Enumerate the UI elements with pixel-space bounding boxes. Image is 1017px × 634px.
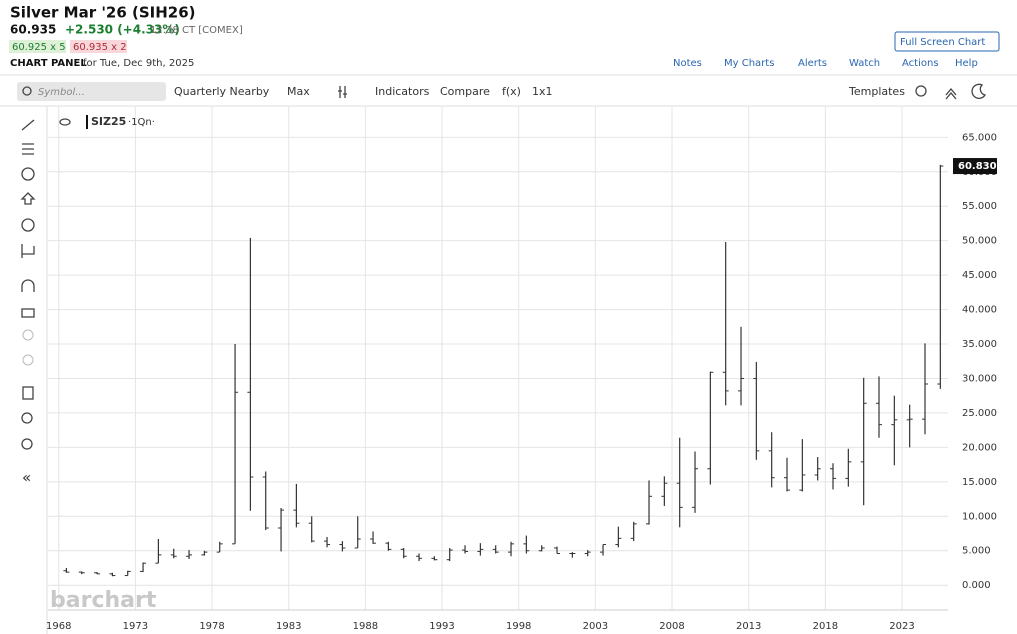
- legend-period: ·1Qn·: [128, 117, 155, 128]
- settings-icon[interactable]: [915, 85, 927, 97]
- panel-date: for Tue, Dec 9th, 2025: [83, 58, 194, 69]
- panel-label: CHART PANEL: [10, 58, 87, 69]
- y-tick-label: 30.000: [962, 373, 997, 384]
- header-link[interactable]: Alerts: [798, 58, 827, 69]
- x-tick-label: 1998: [506, 621, 531, 632]
- tool-shape[interactable]: [21, 167, 35, 181]
- templates[interactable]: Templates: [848, 85, 905, 98]
- y-tick-label: 65.000: [962, 132, 997, 143]
- header-link[interactable]: Watch: [849, 58, 880, 69]
- search-icon: [22, 86, 32, 96]
- tool-zoom-out[interactable]: [21, 438, 33, 450]
- toolbar-item[interactable]: 1x1: [532, 85, 553, 98]
- y-tick-label: 50.000: [962, 236, 997, 247]
- collapse-icon[interactable]: [945, 87, 957, 100]
- interval-icon[interactable]: [338, 86, 347, 98]
- x-tick-label: 2003: [583, 621, 608, 632]
- tool-undo[interactable]: [22, 329, 34, 341]
- watermark: barchart: [50, 588, 157, 613]
- drawing-tools: «: [20, 119, 36, 487]
- y-tick-label: 40.000: [962, 305, 997, 316]
- x-tick-label: 2008: [659, 621, 684, 632]
- y-tick-label: 15.000: [962, 477, 997, 488]
- chart: 0.000 5.000 10.000 15.000 20.000 25.000 30.000…: [46, 107, 997, 632]
- price: 60.935: [10, 23, 56, 37]
- legend-symbol: SIZ25: [91, 115, 126, 128]
- y-tick-label: 5.000: [962, 546, 991, 557]
- header-link[interactable]: Help: [955, 58, 978, 69]
- fullscreen-button[interactable]: [894, 31, 1000, 52]
- header-link[interactable]: Actions: [902, 58, 939, 69]
- y-tick-label: 10.000: [962, 511, 997, 522]
- last-price-box: [953, 158, 997, 175]
- x-tick-label: 1988: [353, 621, 378, 632]
- ask: 60.935 x 2: [73, 42, 127, 53]
- x-tick-label: 1968: [46, 621, 71, 632]
- y-tick-label: 35.000: [962, 339, 997, 350]
- toolbar-item[interactable]: Quarterly Nearby: [174, 85, 270, 98]
- tool-arrow[interactable]: [20, 192, 36, 205]
- visibility-icon[interactable]: [59, 118, 71, 126]
- x-tick-label: 2023: [889, 621, 914, 632]
- tool-magnet[interactable]: [21, 279, 35, 292]
- y-tick-label: 20.000: [962, 442, 997, 453]
- tool-note[interactable]: [21, 218, 35, 232]
- tool-line[interactable]: [21, 119, 35, 131]
- title: Silver Mar '26 (SIH26): [10, 4, 196, 22]
- header-link[interactable]: My Charts: [724, 58, 774, 69]
- change: +2.530 (+4.33%): [65, 23, 180, 37]
- tool-lock[interactable]: [21, 308, 35, 318]
- y-tick-label: 45.000: [962, 270, 997, 281]
- x-tick-label: 1983: [276, 621, 301, 632]
- last-price-label: 60.830: [958, 161, 997, 172]
- tool-delete[interactable]: [22, 386, 34, 400]
- theme-icon[interactable]: [971, 83, 987, 99]
- tool-fib[interactable]: [22, 143, 34, 155]
- tool-redo[interactable]: [22, 354, 34, 366]
- toolbar-item[interactable]: Compare: [440, 85, 490, 98]
- y-tick-label: 0.000: [962, 580, 991, 591]
- ask-bg: [70, 40, 127, 53]
- x-tick-label: 1993: [429, 621, 454, 632]
- header-link[interactable]: Notes: [673, 58, 702, 69]
- y-tick-label: 55.000: [962, 201, 997, 212]
- x-tick-label: 1978: [199, 621, 224, 632]
- toolbar-item[interactable]: Indicators: [375, 85, 430, 98]
- tool-zoom-in[interactable]: [21, 412, 33, 424]
- collapse-panel[interactable]: «: [22, 469, 31, 487]
- bid-bg: [9, 40, 66, 53]
- x-tick-label: 1973: [123, 621, 148, 632]
- time: 12:38 CT [COMEX]: [150, 25, 243, 36]
- toolbar-item[interactable]: f(x): [502, 85, 521, 98]
- y-tick-label: 25.000: [962, 408, 997, 419]
- x-tick-label: 2018: [813, 621, 838, 632]
- symbol-input[interactable]: [17, 82, 166, 101]
- symbol-placeholder[interactable]: Symbol...: [38, 87, 85, 98]
- x-tick-label: 2013: [736, 621, 761, 632]
- tool-measure[interactable]: [21, 244, 35, 258]
- toolbar-item[interactable]: Max: [287, 85, 310, 98]
- fullscreen-label[interactable]: Full Screen Chart: [900, 37, 985, 48]
- bid: 60.925 x 5: [12, 42, 66, 53]
